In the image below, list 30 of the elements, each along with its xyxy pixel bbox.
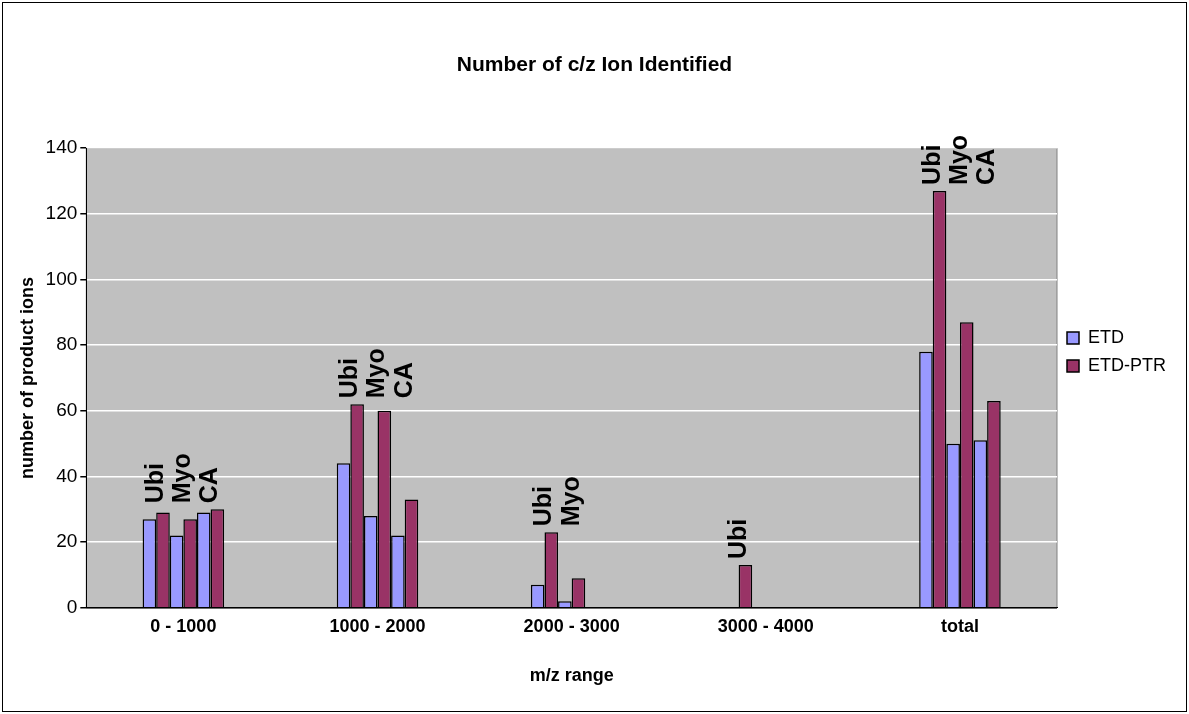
y-tick-label: 0 xyxy=(66,596,78,618)
x-axis-title: m/z range xyxy=(529,665,614,686)
y-tick-label: 100 xyxy=(45,267,78,289)
annotation: Myo xyxy=(167,453,196,504)
y-tick-label: 60 xyxy=(56,399,78,421)
legend-label: ETD-PTR xyxy=(1088,354,1167,375)
x-tick-label: total xyxy=(940,615,979,636)
x-tick-label: 1000 - 2000 xyxy=(329,615,426,636)
y-tick-label: 80 xyxy=(56,333,78,355)
y-axis-title: number of product ions xyxy=(16,277,37,479)
legend-label: ETD xyxy=(1088,326,1125,347)
annotation: Myo xyxy=(943,134,972,185)
y-tick-label: 40 xyxy=(56,464,78,486)
annotation: Ubi xyxy=(528,486,557,527)
y-tick-label: 120 xyxy=(45,202,78,224)
annotation: Ubi xyxy=(722,518,751,560)
y-tick-label: 20 xyxy=(56,530,78,552)
x-tick-label: 2000 - 3000 xyxy=(523,615,620,636)
chart-title: Number of c/z Ion Identified xyxy=(456,52,733,76)
annotation: Ubi xyxy=(916,144,945,185)
annotation: Ubi xyxy=(140,463,169,504)
x-tick-label: 3000 - 4000 xyxy=(717,615,814,636)
annotation: CA xyxy=(971,148,1000,185)
annotation: Ubi xyxy=(334,357,363,399)
annotation: CA xyxy=(388,362,417,399)
y-tick-label: 140 xyxy=(45,136,78,158)
annotation: CA xyxy=(194,467,223,504)
annotation: Myo xyxy=(361,348,390,399)
x-tick-label: 0 - 1000 xyxy=(150,615,217,636)
annotation: Myo xyxy=(555,476,584,527)
